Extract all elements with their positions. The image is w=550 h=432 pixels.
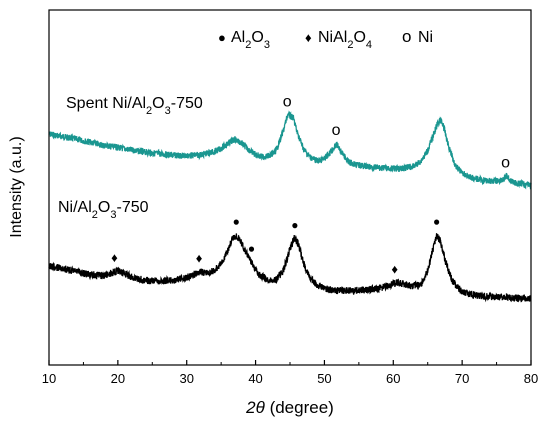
legend-item-dot: ● Al2O3 <box>218 29 270 51</box>
peak-marker: o <box>501 154 510 171</box>
x-axis-ticks: 10 20 30 40 50 60 70 80 <box>42 360 538 386</box>
x-tick-label: 40 <box>248 371 262 386</box>
x-tick-label: 20 <box>111 371 125 386</box>
legend-label: Al2O3 <box>231 29 270 51</box>
peak-marker: ● <box>291 218 298 232</box>
legend-item-diamond: ♦ NiAl2O4 <box>305 29 372 51</box>
series-layer <box>48 110 532 303</box>
peak-marker: ♦ <box>196 250 203 265</box>
series-line-1 <box>48 110 532 190</box>
peak-marker: o <box>332 122 341 139</box>
x-tick-label: 70 <box>455 371 469 386</box>
legend-diamond-icon: ♦ <box>305 30 312 45</box>
peak-marker: ● <box>248 242 255 256</box>
legend: ● Al2O3 ♦ NiAl2O4 o Ni <box>218 27 433 51</box>
x-tick-label: 30 <box>179 371 193 386</box>
x-axis-label: 2θ (degree) <box>245 398 334 417</box>
plot-frame <box>48 9 532 366</box>
x-tick-label: 60 <box>386 371 400 386</box>
x-tick-label: 80 <box>524 371 538 386</box>
peak-marker: ● <box>433 215 440 229</box>
x-axis-label-italic: 2θ <box>245 398 265 417</box>
x-tick-label: 10 <box>42 371 56 386</box>
series-label-2: Ni/Al2O3-750 <box>58 199 149 221</box>
peak-marker: ♦ <box>391 261 398 276</box>
legend-dot-icon: ● <box>218 30 226 45</box>
series-line-2 <box>48 233 532 303</box>
series-label-1: Spent Ni/Al2O3-750 <box>66 95 203 117</box>
legend-item-circle: o Ni <box>402 27 433 46</box>
peak-marker: ♦ <box>111 250 118 265</box>
peak-marker: o <box>283 94 292 111</box>
series-labels: Spent Ni/Al2O3-750 Ni/Al2O3-750 <box>58 95 203 221</box>
legend-label: NiAl2O4 <box>318 29 372 51</box>
x-tick-label: 50 <box>317 371 331 386</box>
y-axis-label: Intensity (a.u.) <box>8 136 25 237</box>
legend-label: Ni <box>418 29 433 46</box>
peak-annotations: o o o ♦ ♦ ● ● ● ♦ ● <box>111 94 510 277</box>
x-axis-label-rest: (degree) <box>265 398 334 417</box>
legend-circle-icon: o <box>402 27 411 46</box>
peak-marker: ● <box>233 215 240 229</box>
